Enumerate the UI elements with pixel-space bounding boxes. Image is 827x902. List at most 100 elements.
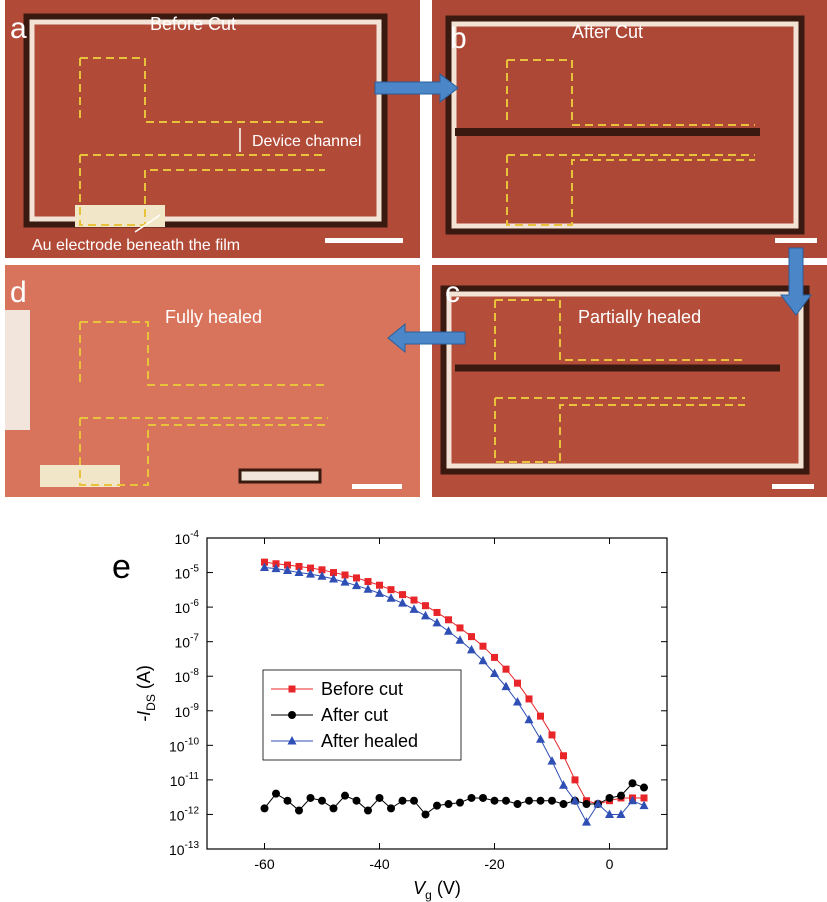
tick-exponent: -5 bbox=[190, 564, 199, 575]
marker bbox=[479, 656, 488, 665]
x-tick-label: 0 bbox=[606, 856, 614, 872]
marker bbox=[468, 633, 475, 640]
marker bbox=[434, 609, 441, 616]
marker bbox=[606, 794, 614, 802]
marker bbox=[525, 797, 533, 805]
marker bbox=[387, 593, 396, 602]
marker bbox=[560, 800, 568, 808]
marker bbox=[376, 582, 383, 589]
marker bbox=[444, 626, 453, 635]
marker bbox=[422, 810, 430, 818]
panel-label: a bbox=[10, 12, 27, 45]
marker bbox=[399, 797, 407, 805]
tick-exponent: -4 bbox=[190, 529, 199, 540]
marker bbox=[467, 645, 476, 654]
marker bbox=[560, 752, 567, 759]
legend-label: After healed bbox=[321, 731, 418, 751]
marker bbox=[433, 618, 442, 627]
tick-exponent: -7 bbox=[190, 633, 199, 644]
marker bbox=[445, 616, 452, 623]
panel-a: a Before Cut Device channel Au electrode… bbox=[5, 0, 420, 258]
y-tick-label: 10-4 bbox=[175, 529, 200, 547]
legend-marker bbox=[289, 686, 296, 693]
marker bbox=[640, 784, 648, 792]
panel-b: b After Cut bbox=[432, 0, 827, 258]
y-tick-label: 10-11 bbox=[170, 771, 200, 789]
tick-base: 10 bbox=[175, 669, 191, 685]
tick-base: 10 bbox=[169, 842, 185, 858]
y-tick-label: 10-9 bbox=[175, 702, 200, 720]
marker bbox=[318, 797, 326, 805]
marker bbox=[572, 776, 579, 783]
legend-label: Before cut bbox=[321, 679, 403, 699]
marker bbox=[433, 802, 441, 810]
panel-caption: After Cut bbox=[572, 22, 643, 42]
marker bbox=[456, 635, 465, 644]
panel-caption: Fully healed bbox=[165, 307, 262, 327]
marker bbox=[502, 797, 510, 805]
marker bbox=[376, 794, 384, 802]
tick-exponent: -8 bbox=[190, 667, 199, 678]
tick-exponent: -9 bbox=[190, 702, 199, 713]
panel-label: d bbox=[10, 276, 27, 309]
legend-label: After cut bbox=[321, 705, 388, 725]
y-tick-label: 10-7 bbox=[175, 633, 200, 651]
marker bbox=[526, 695, 533, 702]
marker bbox=[388, 586, 395, 593]
tick-base: 10 bbox=[175, 635, 191, 651]
marker bbox=[583, 800, 591, 808]
y-axis-label: -IDS (A) bbox=[134, 665, 158, 722]
marker bbox=[514, 680, 521, 687]
tick-base: 10 bbox=[175, 704, 191, 720]
marker bbox=[411, 597, 418, 604]
marker bbox=[582, 817, 591, 826]
figure: a Before Cut Device channel Au electrode… bbox=[0, 0, 827, 902]
marker bbox=[514, 800, 522, 808]
x-tick-label: -20 bbox=[484, 856, 504, 872]
marker bbox=[398, 598, 407, 607]
tick-exponent: -12 bbox=[185, 805, 200, 816]
y-tick-label: 10-12 bbox=[169, 805, 199, 823]
marker bbox=[307, 794, 315, 802]
marker bbox=[537, 713, 544, 720]
marker bbox=[617, 792, 625, 800]
label-sub: g bbox=[425, 888, 432, 902]
tick-exponent: -10 bbox=[185, 736, 200, 747]
y-tick-label: 10-6 bbox=[175, 598, 200, 616]
legend-marker bbox=[288, 711, 296, 719]
chart: 10-1310-1210-1110-1010-910-810-710-610-5… bbox=[134, 529, 667, 902]
label-unit: (V) bbox=[432, 878, 461, 898]
marker bbox=[479, 794, 487, 802]
marker bbox=[341, 792, 349, 800]
y-tick-label: 10-13 bbox=[169, 840, 199, 858]
marker bbox=[421, 611, 430, 620]
marker bbox=[364, 807, 372, 815]
label-unit: (A) bbox=[134, 665, 154, 694]
marker bbox=[537, 797, 545, 805]
panel-label: b bbox=[450, 22, 467, 55]
marker bbox=[272, 790, 280, 798]
marker bbox=[456, 799, 464, 807]
y-tick-label: 10-10 bbox=[169, 736, 199, 754]
panel-caption: Partially healed bbox=[578, 307, 701, 327]
panel-c: c Partially healed bbox=[432, 265, 827, 497]
marker bbox=[353, 797, 361, 805]
x-tick-label: -60 bbox=[254, 856, 274, 872]
marker bbox=[605, 809, 614, 818]
marker bbox=[549, 731, 556, 738]
marker bbox=[525, 715, 534, 724]
x-axis-label: Vg (V) bbox=[413, 878, 461, 902]
marker bbox=[629, 779, 637, 787]
marker bbox=[387, 804, 395, 812]
y-tick-label: 10-8 bbox=[175, 667, 200, 685]
marker bbox=[641, 794, 648, 801]
marker bbox=[330, 804, 338, 812]
tick-base: 10 bbox=[170, 773, 186, 789]
marker bbox=[445, 800, 453, 808]
marker bbox=[536, 734, 545, 743]
y-tick-label: 10-5 bbox=[175, 564, 200, 582]
annotation: Au electrode beneath the film bbox=[32, 237, 240, 254]
marker bbox=[399, 591, 406, 598]
panel-label: e bbox=[112, 548, 131, 586]
marker bbox=[422, 602, 429, 609]
